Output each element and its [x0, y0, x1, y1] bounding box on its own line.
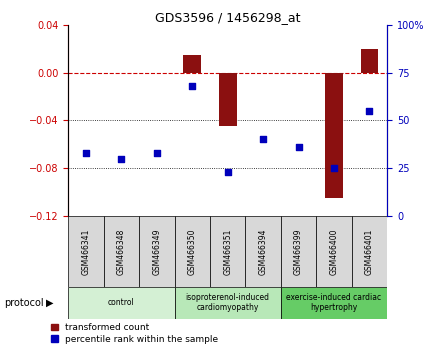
- Bar: [316, 216, 352, 287]
- Bar: [325, 73, 343, 198]
- Bar: [281, 216, 316, 287]
- Point: [366, 108, 373, 114]
- Text: isoproterenol-induced
cardiomyopathy: isoproterenol-induced cardiomyopathy: [186, 293, 270, 312]
- Bar: [246, 216, 281, 287]
- Bar: [175, 216, 210, 287]
- Bar: [183, 55, 201, 73]
- Point: [153, 150, 160, 156]
- Bar: [219, 73, 237, 126]
- Text: GSM466400: GSM466400: [330, 228, 338, 275]
- Text: GSM466341: GSM466341: [81, 228, 91, 275]
- Bar: [175, 287, 281, 319]
- Legend: transformed count, percentile rank within the sample: transformed count, percentile rank withi…: [51, 323, 218, 344]
- Point: [260, 137, 267, 142]
- Text: control: control: [108, 298, 135, 307]
- Bar: [68, 287, 175, 319]
- Text: ▶: ▶: [46, 298, 54, 308]
- Point: [224, 169, 231, 175]
- Bar: [281, 287, 387, 319]
- Text: GSM466351: GSM466351: [223, 228, 232, 275]
- Text: exercise-induced cardiac
hypertrophy: exercise-induced cardiac hypertrophy: [286, 293, 381, 312]
- Title: GDS3596 / 1456298_at: GDS3596 / 1456298_at: [155, 11, 301, 24]
- Text: GSM466348: GSM466348: [117, 228, 126, 275]
- Text: GSM466350: GSM466350: [188, 228, 197, 275]
- Text: protocol: protocol: [4, 298, 44, 308]
- Bar: [139, 216, 175, 287]
- Bar: [104, 216, 139, 287]
- Point: [118, 156, 125, 161]
- Bar: [352, 216, 387, 287]
- Bar: [361, 49, 378, 73]
- Text: GSM466349: GSM466349: [152, 228, 161, 275]
- Bar: [68, 216, 104, 287]
- Point: [189, 83, 196, 89]
- Text: GSM466394: GSM466394: [259, 228, 268, 275]
- Point: [82, 150, 89, 156]
- Text: GSM466399: GSM466399: [294, 228, 303, 275]
- Point: [330, 165, 337, 171]
- Text: GSM466401: GSM466401: [365, 228, 374, 275]
- Bar: [210, 216, 246, 287]
- Point: [295, 144, 302, 150]
